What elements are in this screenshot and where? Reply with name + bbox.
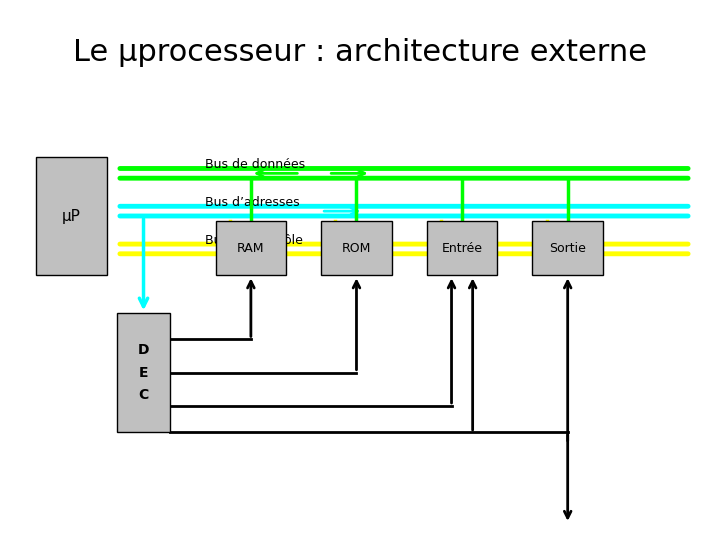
- Text: Sortie: Sortie: [549, 242, 586, 255]
- FancyBboxPatch shape: [216, 221, 286, 275]
- FancyBboxPatch shape: [36, 157, 107, 275]
- FancyBboxPatch shape: [117, 313, 170, 432]
- Text: Bus d’adresses: Bus d’adresses: [205, 196, 300, 209]
- FancyBboxPatch shape: [533, 221, 603, 275]
- Text: Bus de données: Bus de données: [205, 158, 305, 171]
- Text: µP: µP: [62, 208, 81, 224]
- Text: D
E
C: D E C: [138, 343, 149, 402]
- FancyBboxPatch shape: [321, 221, 392, 275]
- Text: Le µprocesseur : architecture externe: Le µprocesseur : architecture externe: [73, 38, 647, 67]
- Text: RAM: RAM: [237, 242, 265, 255]
- FancyBboxPatch shape: [427, 221, 498, 275]
- Text: ROM: ROM: [342, 242, 372, 255]
- Text: Bus de contrôle: Bus de contrôle: [205, 234, 303, 247]
- Text: Entrée: Entrée: [441, 242, 482, 255]
